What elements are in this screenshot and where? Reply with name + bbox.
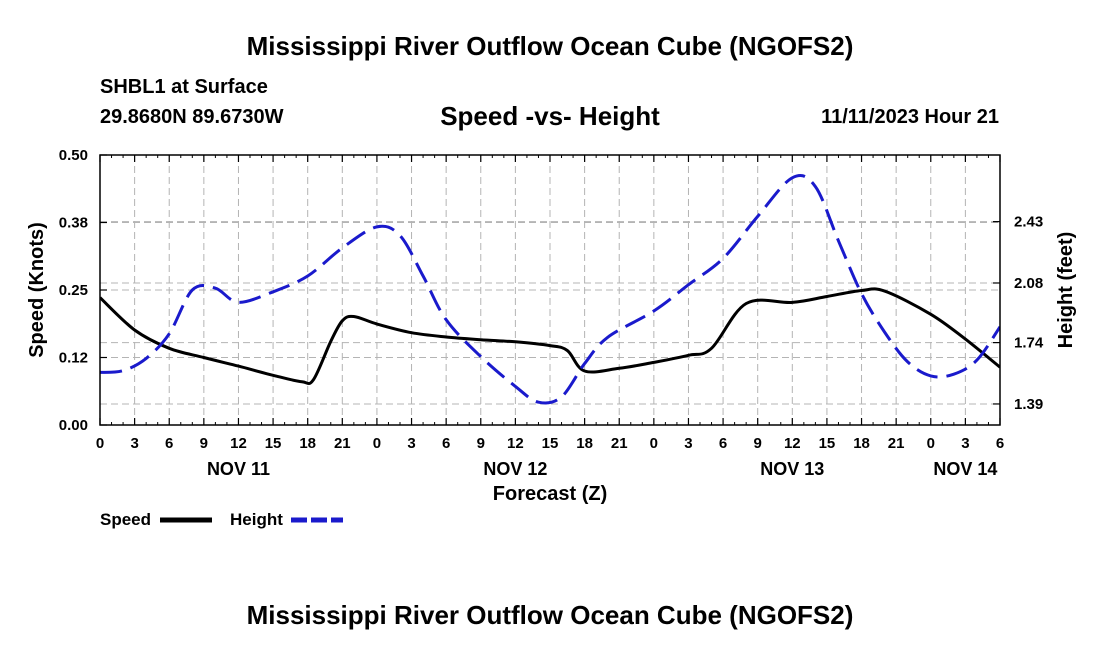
y-axis-label-right: Height (feet) <box>1055 232 1077 349</box>
x-date-label: NOV 14 <box>933 459 997 479</box>
x-tick-label: 3 <box>961 435 969 452</box>
x-tick-label: 21 <box>611 435 628 452</box>
x-tick-label: 12 <box>230 435 247 452</box>
main-title-repeat: Mississippi River Outflow Ocean Cube (NG… <box>246 600 854 630</box>
x-tick-label: 0 <box>373 435 381 452</box>
x-tick-label: 3 <box>130 435 138 452</box>
series-line-speed <box>100 287 1000 386</box>
series-line-height <box>100 174 1000 405</box>
speed-height-chart: 0 3 6 9 12 15 18 21 0 3 6 9 12 15 18 21 0 3 6 9 12 15 18 21 0 3 6 N… <box>26 147 1077 529</box>
station-label: SHBL1 at Surface <box>100 76 268 98</box>
x-tick-label: 9 <box>200 435 208 452</box>
x-tick-label: 18 <box>853 435 870 452</box>
y-tick-label-left: 0.50 <box>59 147 88 164</box>
x-tick-label: 18 <box>576 435 593 452</box>
main-title: Mississippi River Outflow Ocean Cube (NG… <box>246 31 854 61</box>
x-tick-label: 0 <box>650 435 658 452</box>
x-tick-label: 6 <box>719 435 727 452</box>
x-tick-label: 15 <box>819 435 836 452</box>
grid-layer <box>100 155 1000 425</box>
legend: Speed Height <box>100 510 343 529</box>
x-date-label: NOV 13 <box>760 459 824 479</box>
x-tick-label: 15 <box>265 435 282 452</box>
tick-layer: 0 3 6 9 12 15 18 21 0 3 6 9 12 15 18 21 0 3 6 9 12 15 18 21 0 3 6 N… <box>59 147 1044 479</box>
x-tick-label: 12 <box>784 435 801 452</box>
x-date-label: NOV 12 <box>483 459 547 479</box>
chart-subtitle: Speed -vs- Height <box>440 101 660 131</box>
x-tick-label: 9 <box>754 435 762 452</box>
y-tick-label-right: 1.39 <box>1014 396 1043 413</box>
coordinates-label: 29.8680N 89.6730W <box>100 106 284 128</box>
x-tick-label: 21 <box>334 435 351 452</box>
y-axis-label-left: Speed (Knots) <box>26 222 48 358</box>
y-tick-label-left: 0.25 <box>59 282 88 299</box>
x-tick-label: 18 <box>299 435 316 452</box>
x-date-label: NOV 11 <box>207 459 270 479</box>
y-tick-label-left: 0.38 <box>59 215 88 232</box>
x-tick-label: 15 <box>542 435 559 452</box>
x-tick-label: 3 <box>407 435 415 452</box>
x-axis-label: Forecast (Z) <box>493 483 607 505</box>
x-tick-label: 0 <box>96 435 104 452</box>
x-tick-label: 6 <box>165 435 173 452</box>
y-tick-label-left: 0.00 <box>59 417 88 434</box>
series-layer <box>100 174 1000 405</box>
x-tick-label: 6 <box>442 435 450 452</box>
forecast-datetime: 11/11/2023 Hour 21 <box>821 106 999 128</box>
x-tick-label: 3 <box>684 435 692 452</box>
x-tick-label: 6 <box>996 435 1004 452</box>
y-tick-label-right: 1.74 <box>1014 335 1044 352</box>
x-tick-label: 0 <box>927 435 935 452</box>
y-tick-label-left: 0.12 <box>59 350 88 367</box>
y-tick-label-right: 2.08 <box>1014 275 1043 292</box>
x-tick-label: 9 <box>477 435 485 452</box>
x-tick-label: 12 <box>507 435 524 452</box>
legend-label-speed: Speed <box>100 510 151 529</box>
legend-label-height: Height <box>230 510 283 529</box>
y-tick-label-right: 2.43 <box>1014 214 1043 231</box>
x-tick-label: 21 <box>888 435 905 452</box>
